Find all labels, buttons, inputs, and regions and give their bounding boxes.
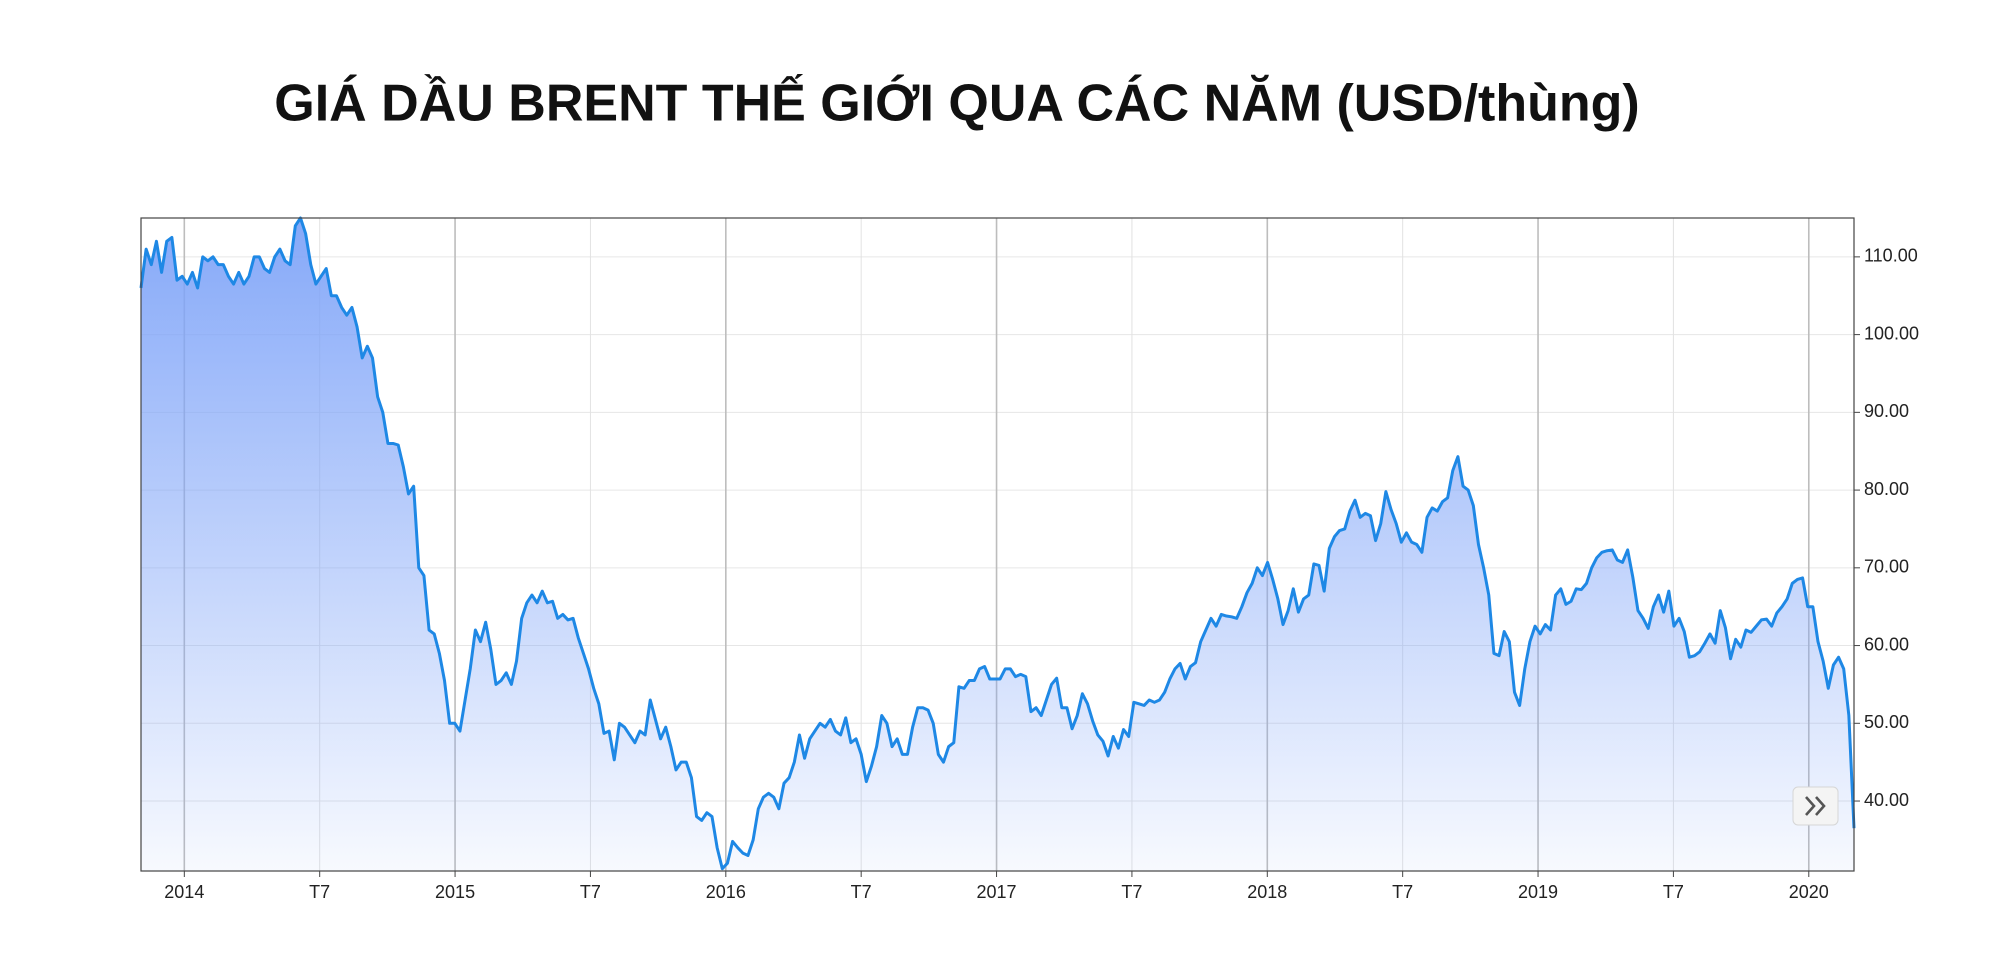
x-tick-label: T7 xyxy=(851,882,872,902)
x-tick-label: 2014 xyxy=(164,882,204,902)
y-tick-label: 60.00 xyxy=(1864,634,1909,654)
plot-frame xyxy=(140,217,1855,872)
x-tick-label: 2016 xyxy=(706,882,746,902)
y-tick-label: 50.00 xyxy=(1864,712,1909,732)
x-tick-label: 2018 xyxy=(1247,882,1287,902)
x-tick-label: T7 xyxy=(1392,882,1413,902)
x-tick-label: 2019 xyxy=(1518,882,1558,902)
axes: 40.00 50.00 60.00 70.00 80.00 90.00 100.00 110.… xyxy=(164,246,1919,902)
y-tick-label: 40.00 xyxy=(1864,790,1909,810)
y-tick-label: 100.00 xyxy=(1864,323,1919,343)
chart-title: GIÁ DẦU BRENT THẾ GIỚI QUA CÁC NĂM (USD/… xyxy=(274,74,1639,133)
x-tick-label: T7 xyxy=(1121,882,1142,902)
area-fill xyxy=(141,218,1854,871)
y-tick-label: 110.00 xyxy=(1864,246,1918,266)
x-tick-label: T7 xyxy=(580,882,601,902)
scroll-button[interactable] xyxy=(1792,786,1839,826)
x-tick-label: T7 xyxy=(309,882,330,902)
x-tick-label: 2017 xyxy=(977,882,1017,902)
x-tick-label: 2015 xyxy=(435,882,475,902)
double-chevron-icon[interactable] xyxy=(1805,796,1826,816)
y-tick-label: 90.00 xyxy=(1864,401,1909,421)
price-line xyxy=(139,216,1856,871)
plot-area xyxy=(139,216,1856,871)
y-tick-label: 80.00 xyxy=(1864,479,1909,499)
x-tick-label: T7 xyxy=(1663,882,1684,902)
y-tick-label: 70.00 xyxy=(1864,557,1909,577)
x-tick-label: 2020 xyxy=(1789,882,1829,902)
